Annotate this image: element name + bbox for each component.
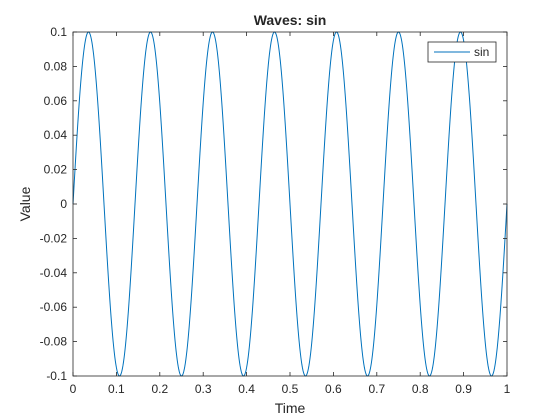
x-axis: 0 0.1 0.2 0.3 0.4 0.5 0.6 0.7 0.8 0.9 1 (70, 32, 511, 396)
x-tick-label: 0.8 (412, 382, 429, 396)
x-tick-label: 0.7 (368, 382, 385, 396)
y-axis: -0.1 -0.08 -0.06 -0.04 -0.02 0 0.02 0.04 0.06 0.0… (40, 25, 507, 383)
x-tick-label: 0.9 (455, 382, 472, 396)
y-tick-label: 0.06 (44, 94, 68, 108)
x-tick-label: 0.2 (151, 382, 168, 396)
y-tick-label: 0.08 (44, 59, 68, 73)
x-tick-label: 0 (70, 382, 77, 396)
x-tick-label: 0.3 (195, 382, 212, 396)
chart-title: Waves: sin (254, 12, 327, 28)
x-tick-label: 0.5 (282, 382, 299, 396)
legend: sin (427, 41, 497, 63)
y-tick-label: 0 (60, 197, 67, 211)
y-tick-label: -0.08 (40, 335, 68, 349)
x-tick-label: 0.1 (108, 382, 125, 396)
y-axis-label: Value (17, 186, 33, 221)
y-tick-label: -0.04 (40, 266, 68, 280)
legend-label-sin: sin (474, 45, 489, 59)
x-tick-label: 1 (504, 382, 511, 396)
x-axis-label: Time (275, 400, 306, 416)
series-layer (72, 31, 508, 377)
x-tick-label: 0.4 (238, 382, 255, 396)
x-tick-label: 0.6 (325, 382, 342, 396)
y-tick-label: 0.02 (44, 163, 68, 177)
y-tick-label: -0.1 (46, 369, 67, 383)
y-tick-label: -0.02 (40, 231, 68, 245)
series-line-sin (72, 31, 508, 377)
y-tick-label: 0.04 (44, 128, 68, 142)
y-tick-label: -0.06 (40, 300, 68, 314)
y-tick-label: 0.1 (50, 25, 67, 39)
